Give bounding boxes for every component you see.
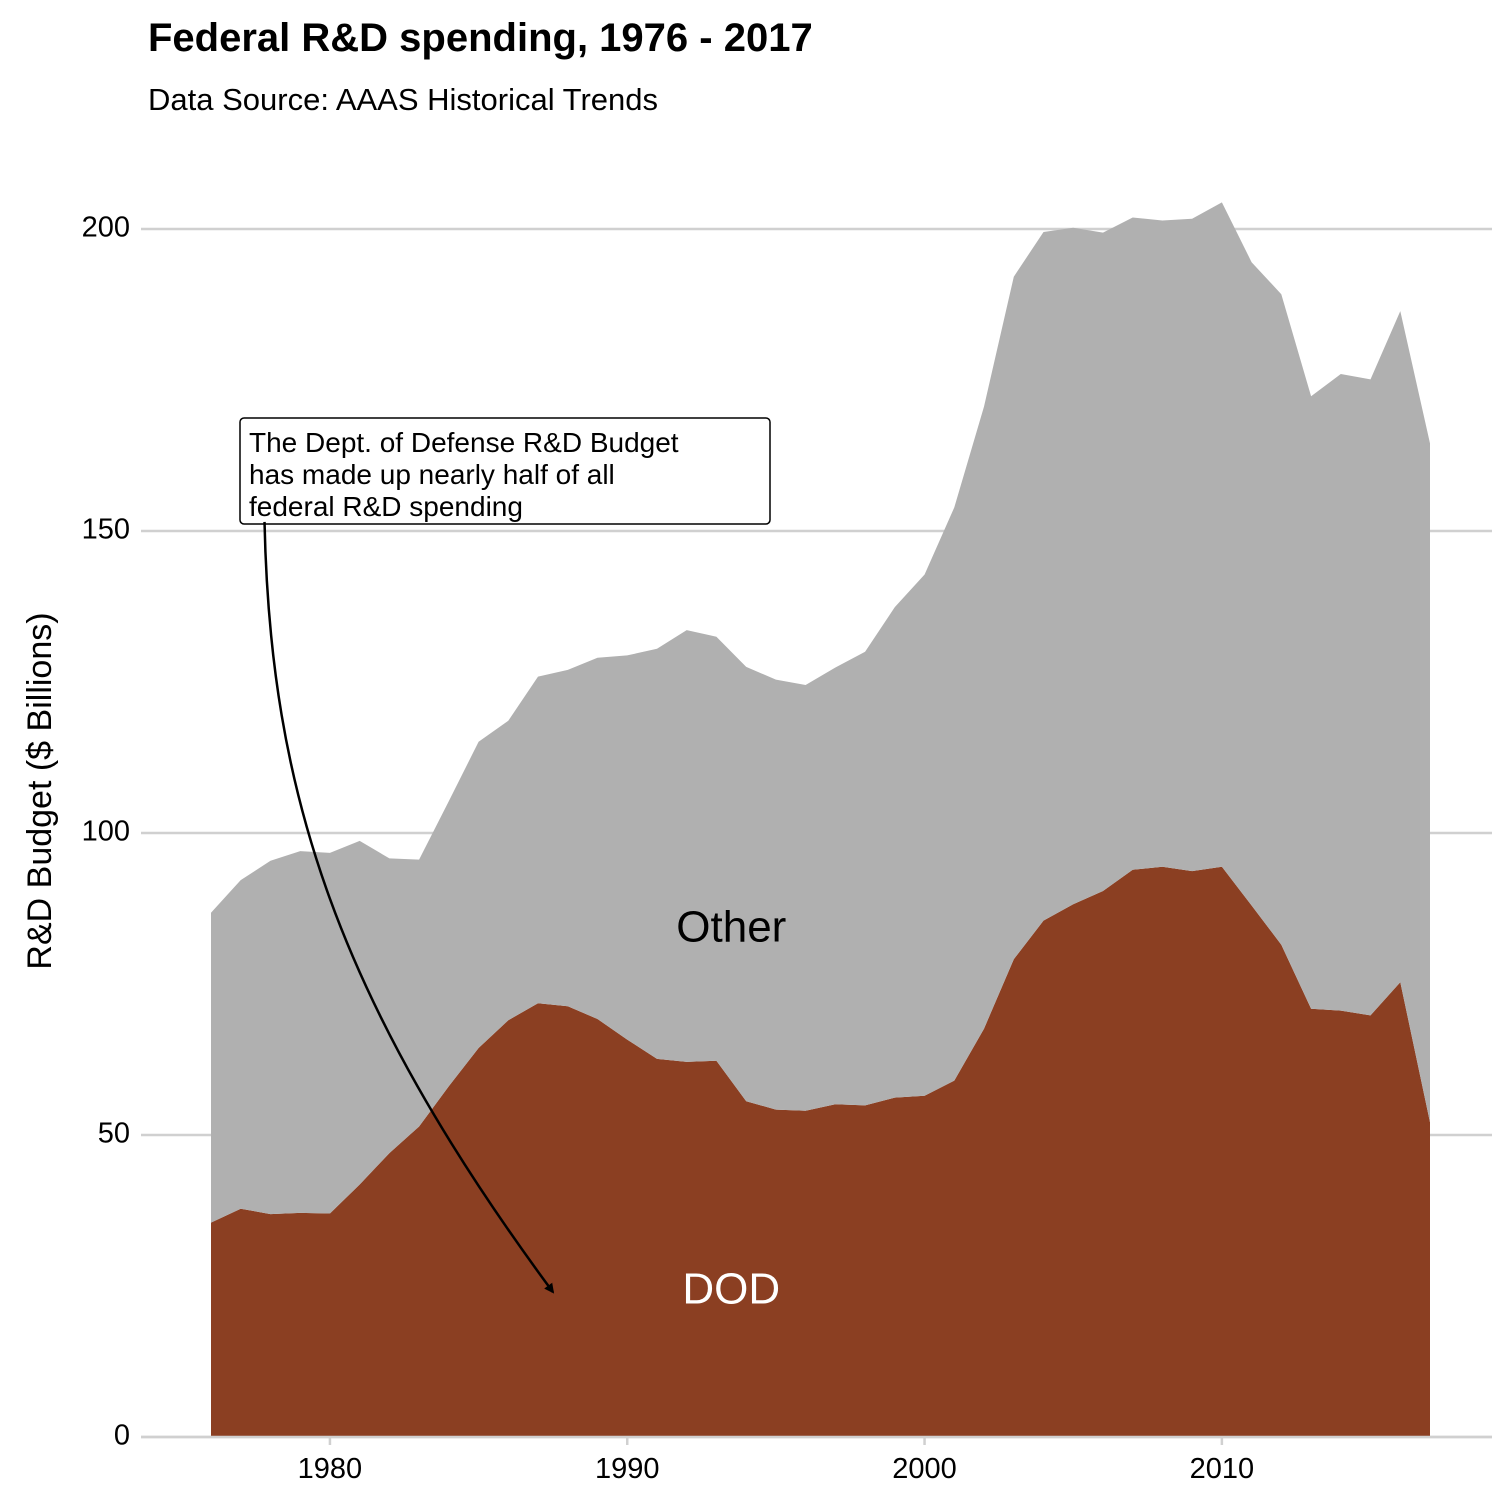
annotation-line: has made up nearly half of all xyxy=(249,459,615,490)
y-axis-title: R&D Budget ($ Billions) xyxy=(21,612,59,969)
x-tick-label: 2010 xyxy=(1190,1453,1255,1485)
annotation-box xyxy=(239,417,771,525)
y-tick-label: 50 xyxy=(98,1118,130,1150)
series-areas xyxy=(211,202,1430,1437)
series-label-other: Other xyxy=(676,902,786,951)
chart-subtitle: Data Source: AAAS Historical Trends xyxy=(148,82,659,117)
series-label-dod: DOD xyxy=(682,1265,780,1314)
x-tick-label: 2000 xyxy=(892,1453,957,1485)
y-tick-label: 200 xyxy=(82,212,130,244)
area-dod xyxy=(211,866,1430,1437)
series-labels: DOD Other xyxy=(676,902,786,1313)
x-tick-label: 1980 xyxy=(298,1453,363,1485)
y-tick-label: 0 xyxy=(114,1420,130,1452)
y-tick-label: 100 xyxy=(82,816,130,848)
y-tick-label: 150 xyxy=(82,514,130,546)
annotation-line: The Dept. of Defense R&D Budget xyxy=(249,427,679,458)
x-tick-label: 1990 xyxy=(595,1453,660,1485)
annotation-arrow xyxy=(263,521,555,1294)
chart-title: Federal R&D spending, 1976 - 2017 xyxy=(148,16,813,60)
area-other xyxy=(211,202,1430,1223)
annotation-line: federal R&D spending xyxy=(249,491,523,522)
y-axis: 0 50 100 150 200 xyxy=(82,212,130,1452)
x-axis: 1980 1990 2000 2010 xyxy=(141,1435,1492,1485)
